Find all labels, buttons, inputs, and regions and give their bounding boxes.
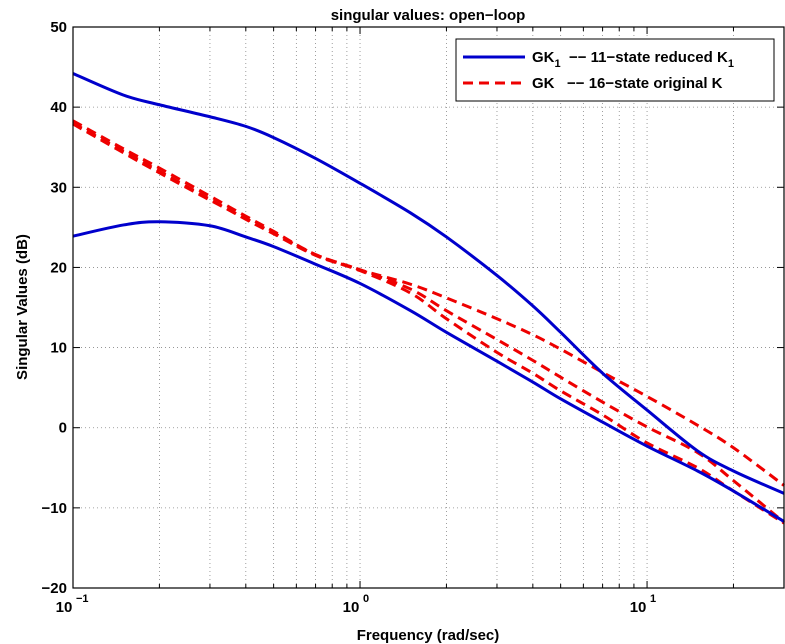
- x-tick-label-exponent: 1: [650, 593, 656, 605]
- y-tick-labels: −20 −10 0 10 20 30 40 50: [42, 19, 67, 597]
- series-line-1: [72, 220, 785, 523]
- series-line-2: [72, 119, 785, 487]
- y-tick-label: −10: [42, 500, 67, 517]
- legend: GK1 −− 11−state reduced K1 GK −− 16−state…: [455, 38, 775, 102]
- legend-label-1: GK −− 16−state original K: [532, 75, 723, 92]
- y-tick-label: 50: [50, 19, 67, 36]
- x-tick-label-base: 10: [630, 599, 647, 616]
- y-axis-label: Singular Values (dB): [14, 234, 31, 380]
- y-tick-label: 30: [50, 179, 67, 196]
- axes-box: [72, 26, 785, 589]
- tick-marks: [72, 26, 785, 589]
- x-axis-label: Frequency (rad/sec): [357, 627, 500, 644]
- x-tick-label-base: 10: [343, 599, 360, 616]
- x-tick-label-exponent: −1: [76, 593, 89, 605]
- x-tick-label-base: 10: [56, 599, 73, 616]
- y-tick-label: 20: [50, 259, 67, 276]
- x-tick-label: 10 −1: [56, 593, 89, 616]
- x-tick-labels: 10 −1 10 0 10 1: [56, 593, 657, 616]
- series-line-0: [72, 72, 785, 495]
- series-line-4: [72, 121, 785, 525]
- x-tick-label: 10 1: [630, 593, 656, 616]
- chart-title: singular values: open−loop: [331, 7, 526, 24]
- x-tick-label-exponent: 0: [363, 593, 369, 605]
- y-tick-label: 40: [50, 99, 67, 116]
- y-tick-label: 0: [59, 420, 67, 437]
- plot-area: [73, 27, 784, 588]
- y-tick-label: 10: [50, 340, 67, 357]
- y-tick-label: −20: [42, 580, 67, 597]
- grid-lines: [73, 27, 785, 588]
- legend-box: [455, 38, 775, 102]
- legend-label-0: GK1 −− 11−state reduced K1: [532, 49, 734, 70]
- x-tick-label: 10 0: [343, 593, 369, 616]
- series-layer: [72, 72, 785, 525]
